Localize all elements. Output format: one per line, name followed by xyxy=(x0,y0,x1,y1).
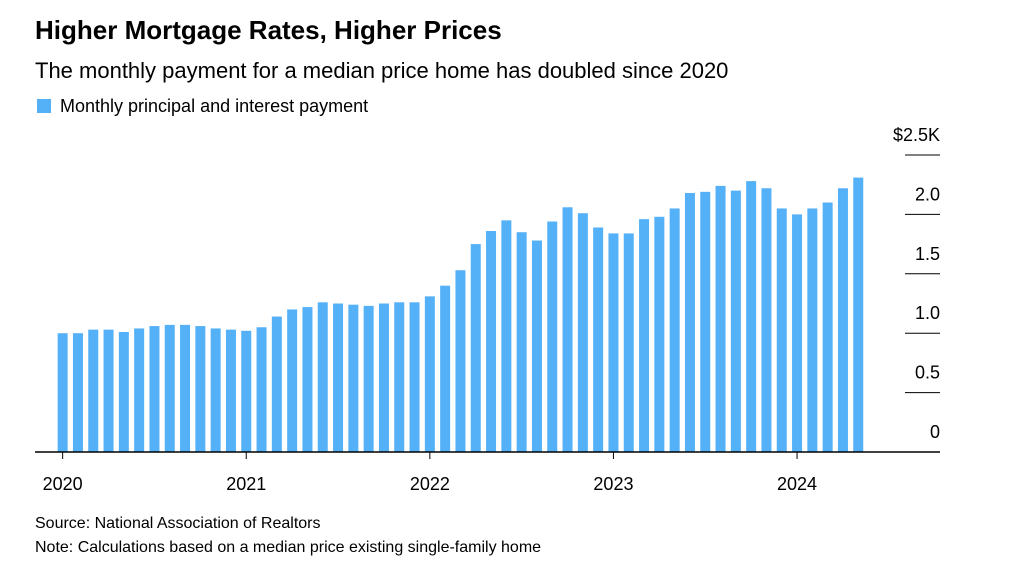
bar xyxy=(118,332,129,452)
bar xyxy=(57,333,68,452)
bar xyxy=(271,316,282,452)
legend-label: Monthly principal and interest payment xyxy=(60,96,368,116)
bar xyxy=(103,329,114,452)
bar xyxy=(256,327,267,452)
bar xyxy=(623,233,634,452)
bar xyxy=(501,220,512,452)
source: Source: National Association of Realtors xyxy=(35,515,320,532)
bar xyxy=(562,207,573,452)
bar xyxy=(333,303,344,452)
bar xyxy=(730,190,741,452)
bar xyxy=(837,188,848,453)
bar xyxy=(776,208,787,452)
bar xyxy=(210,328,221,452)
note: Note: Calculations based on a median pri… xyxy=(35,539,541,556)
bar xyxy=(486,231,497,452)
x-tick-label: 2021 xyxy=(226,474,266,494)
bar xyxy=(608,233,619,452)
bar xyxy=(455,270,466,452)
x-tick-label: 2022 xyxy=(410,474,450,494)
y-tick-label: 0 xyxy=(930,422,940,442)
bar xyxy=(72,333,83,452)
bar xyxy=(440,285,451,452)
bar xyxy=(394,302,405,452)
bar xyxy=(195,326,206,452)
bar xyxy=(470,244,481,452)
bar xyxy=(547,221,558,452)
bar xyxy=(287,309,298,452)
y-tick-label: 2.0 xyxy=(915,184,940,204)
bar xyxy=(700,191,711,452)
bar xyxy=(241,330,252,452)
bar xyxy=(807,208,818,452)
bar xyxy=(669,208,680,452)
chart-title: Higher Mortgage Rates, Higher Prices xyxy=(35,15,502,45)
bar xyxy=(639,219,650,452)
legend-swatch xyxy=(37,99,51,113)
chart-subtitle: The monthly payment for a median price h… xyxy=(35,58,728,83)
bar xyxy=(746,181,757,453)
bar xyxy=(225,329,236,452)
x-tick-label: 2023 xyxy=(593,474,633,494)
bar xyxy=(593,227,604,452)
bar xyxy=(822,202,833,452)
bar xyxy=(302,307,313,452)
y-tick-label: 0.5 xyxy=(915,363,940,383)
bar xyxy=(715,185,726,452)
x-tick-label: 2024 xyxy=(777,474,817,494)
bar xyxy=(348,304,359,452)
bar xyxy=(88,329,99,452)
y-tick-label: 1.5 xyxy=(915,244,940,264)
bar xyxy=(516,232,527,452)
bar xyxy=(317,302,328,452)
bar xyxy=(134,328,145,452)
bar xyxy=(149,326,160,452)
bar xyxy=(180,324,191,452)
bar xyxy=(761,188,772,453)
bar xyxy=(684,193,695,453)
bar xyxy=(424,296,435,452)
y-tick-label: $2.5K xyxy=(893,125,940,145)
y-tick-label: 1.0 xyxy=(915,303,940,323)
bar xyxy=(577,213,588,452)
bar xyxy=(531,240,542,452)
bar xyxy=(378,303,389,452)
bar xyxy=(363,305,374,452)
bar xyxy=(853,177,864,452)
x-tick-label: 2020 xyxy=(43,474,83,494)
bar xyxy=(792,214,803,452)
bar xyxy=(409,302,420,452)
bar xyxy=(164,324,175,452)
bar xyxy=(654,216,665,452)
